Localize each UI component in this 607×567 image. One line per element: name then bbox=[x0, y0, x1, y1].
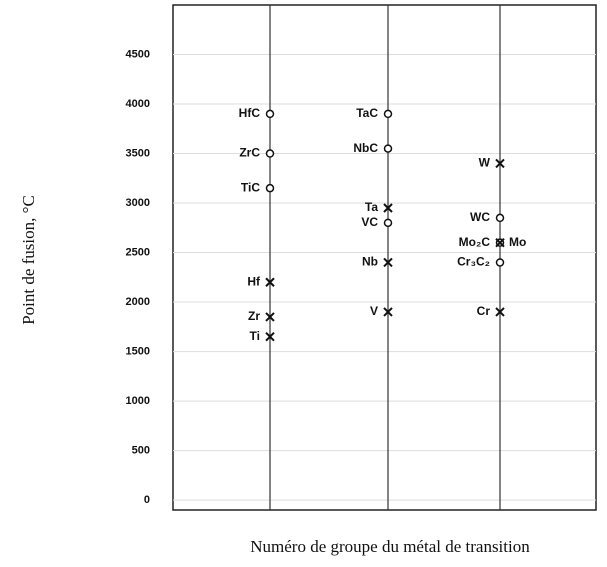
metal-point bbox=[495, 158, 505, 169]
metal-point bbox=[495, 307, 505, 317]
metal-point bbox=[383, 203, 393, 213]
carbide-point bbox=[383, 144, 393, 153]
carbide-point bbox=[265, 149, 275, 158]
plot-frame bbox=[172, 4, 597, 511]
point-label: Ti bbox=[250, 329, 260, 343]
y-tick-label: 2500 bbox=[126, 246, 150, 258]
point-label: Cr bbox=[477, 304, 491, 318]
point-label: WC bbox=[470, 210, 490, 224]
point-label: Hf bbox=[247, 274, 261, 288]
y-tick-label: 4500 bbox=[126, 48, 150, 60]
point-label: VC bbox=[361, 215, 378, 229]
point-label: Mo bbox=[509, 235, 526, 249]
y-tick-label: 0 bbox=[144, 494, 150, 506]
y-tick-label: 3500 bbox=[126, 147, 150, 159]
y-tick-label: 500 bbox=[132, 444, 150, 456]
carbide-point bbox=[495, 213, 505, 223]
point-label: HfC bbox=[239, 106, 261, 120]
point-label: Nb bbox=[362, 255, 378, 269]
point-label: V bbox=[370, 304, 378, 318]
point-label: Mo₂C bbox=[459, 235, 491, 249]
point-label: Ta bbox=[365, 200, 378, 214]
metal-point bbox=[383, 257, 393, 268]
point-label: ZrC bbox=[239, 146, 260, 160]
point-label: TiC bbox=[241, 180, 260, 194]
point-label: Zr bbox=[248, 309, 260, 323]
metal-point bbox=[265, 332, 275, 342]
carbide-point bbox=[383, 109, 393, 119]
point-label: W bbox=[479, 156, 491, 170]
metal-point bbox=[383, 307, 393, 317]
y-tick-label: 3000 bbox=[126, 197, 150, 209]
point-label: NbC bbox=[353, 141, 378, 155]
point-label: Cr₃C₂ bbox=[457, 255, 490, 269]
metal-point bbox=[265, 277, 275, 287]
y-axis-label: Point de fusion, °C bbox=[19, 195, 38, 325]
carbide-point bbox=[383, 218, 393, 228]
y-tick-label: 1500 bbox=[126, 345, 150, 357]
metal-point bbox=[495, 237, 505, 248]
carbide-point bbox=[265, 109, 275, 119]
carbide-point bbox=[265, 183, 275, 193]
y-tick-label: 1000 bbox=[126, 395, 150, 407]
metal-point bbox=[265, 312, 275, 322]
point-label: TaC bbox=[356, 106, 378, 120]
carbide-point bbox=[495, 258, 505, 267]
y-tick-label: 4000 bbox=[126, 98, 150, 110]
x-axis-label: Numéro de groupe du métal de transition bbox=[250, 537, 530, 556]
y-tick-label: 2000 bbox=[126, 296, 150, 308]
